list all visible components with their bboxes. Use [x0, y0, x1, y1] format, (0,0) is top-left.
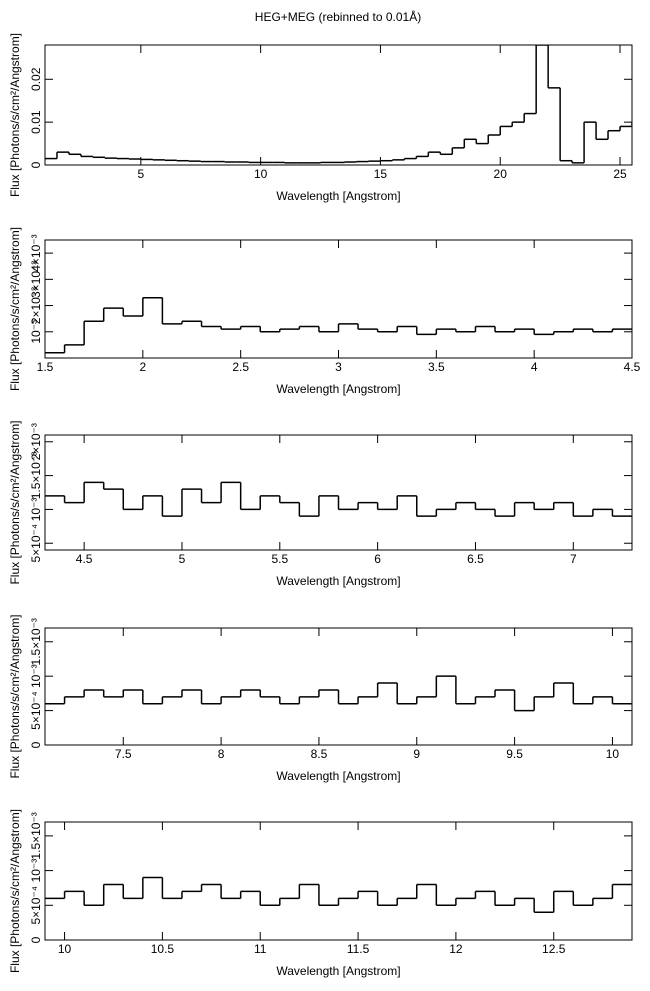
- x-tick-label: 8: [218, 747, 225, 761]
- x-tick-label: 9: [413, 747, 420, 761]
- x-tick-label: 2: [139, 360, 146, 374]
- x-tick-label: 3: [335, 360, 342, 374]
- y-tick-label: 2×10⁻³: [29, 423, 43, 460]
- plot-area: [45, 876, 632, 913]
- x-tick-label: 4: [531, 360, 538, 374]
- y-tick-label: 3×10⁻³: [29, 261, 43, 298]
- x-tick-label: 25: [613, 167, 627, 181]
- y-tick-label: 5×10⁻⁴: [29, 886, 43, 925]
- plot-frame: [44, 434, 633, 551]
- x-tick-label: 11: [254, 942, 267, 956]
- x-axis-label: Wavelength [Angstrom]: [276, 769, 400, 783]
- y-axis-label: Flux [Photons/s/cm²/Angstrom]: [8, 614, 22, 778]
- y-tick-label: 2×10⁻³: [29, 287, 43, 324]
- x-tick-label: 5.5: [271, 552, 288, 566]
- x-tick-label: 5: [179, 552, 186, 566]
- x-tick-label: 20: [494, 167, 508, 181]
- x-tick-label: 10.5: [151, 942, 175, 956]
- plot-area: [45, 296, 632, 354]
- x-tick-label: 6: [374, 552, 381, 566]
- plot-frame: [44, 44, 633, 166]
- y-tick-label: 5×10⁻⁴: [29, 524, 43, 563]
- x-tick-label: 10: [58, 942, 72, 956]
- y-tick-label: 10⁻³: [29, 498, 43, 522]
- plot-area: [45, 45, 632, 164]
- x-tick-label: 6.5: [467, 552, 484, 566]
- y-tick-label: 10⁻³: [29, 320, 43, 344]
- x-tick-label: 9.5: [506, 747, 523, 761]
- x-tick-label: 7.5: [115, 747, 132, 761]
- y-axis-label: Flux [Photons/s/cm²/Angstrom]: [8, 227, 22, 391]
- chart-title: HEG+MEG (rebinned to 0.01Å): [255, 9, 421, 24]
- x-tick-label: 4.5: [76, 552, 93, 566]
- x-tick-label: 15: [374, 167, 388, 181]
- y-tick-label: 0: [29, 161, 43, 168]
- y-tick-label: 10⁻³: [29, 664, 43, 688]
- y-axis-label: Flux [Photons/s/cm²/Angstrom]: [8, 33, 22, 197]
- y-tick-label: 4×10⁻³: [29, 234, 43, 271]
- y-tick-label: 1.5×10⁻³: [29, 812, 43, 859]
- x-tick-label: 4.5: [624, 360, 641, 374]
- x-axis-label: Wavelength [Angstrom]: [276, 964, 400, 978]
- y-tick-label: 0: [29, 741, 43, 748]
- x-tick-label: 12: [449, 942, 463, 956]
- y-tick-label: 1.5×10⁻³: [29, 452, 43, 499]
- plot-frame: [44, 821, 633, 941]
- x-axis-label: Wavelength [Angstrom]: [276, 574, 400, 588]
- y-tick-label: 1.5×10⁻³: [29, 618, 43, 665]
- x-axis-label: Wavelength [Angstrom]: [276, 382, 400, 396]
- plot-frame: [44, 627, 633, 746]
- plot-area: [45, 481, 632, 517]
- y-axis-label: Flux [Photons/s/cm²/Angstrom]: [8, 420, 22, 584]
- x-axis-label: Wavelength [Angstrom]: [276, 189, 400, 203]
- x-tick-label: 5: [137, 167, 144, 181]
- x-tick-label: 2.5: [232, 360, 249, 374]
- y-tick-label: 0.02: [29, 67, 43, 91]
- y-tick-label: 0: [29, 936, 43, 943]
- x-tick-label: 3.5: [428, 360, 445, 374]
- plot-frame: [44, 239, 633, 359]
- x-tick-label: 7: [570, 552, 577, 566]
- y-axis-label: Flux [Photons/s/cm²/Angstrom]: [8, 809, 22, 973]
- y-tick-label: 0.01: [29, 110, 43, 134]
- x-tick-label: 12.5: [542, 942, 566, 956]
- plot-area: [45, 675, 632, 712]
- y-tick-label: 10⁻³: [29, 859, 43, 883]
- x-tick-label: 10: [606, 747, 620, 761]
- x-tick-label: 10: [254, 167, 268, 181]
- x-tick-label: 1.5: [37, 360, 54, 374]
- x-tick-label: 11.5: [347, 942, 370, 956]
- y-tick-label: 5×10⁻⁴: [29, 691, 43, 730]
- x-tick-label: 8.5: [311, 747, 328, 761]
